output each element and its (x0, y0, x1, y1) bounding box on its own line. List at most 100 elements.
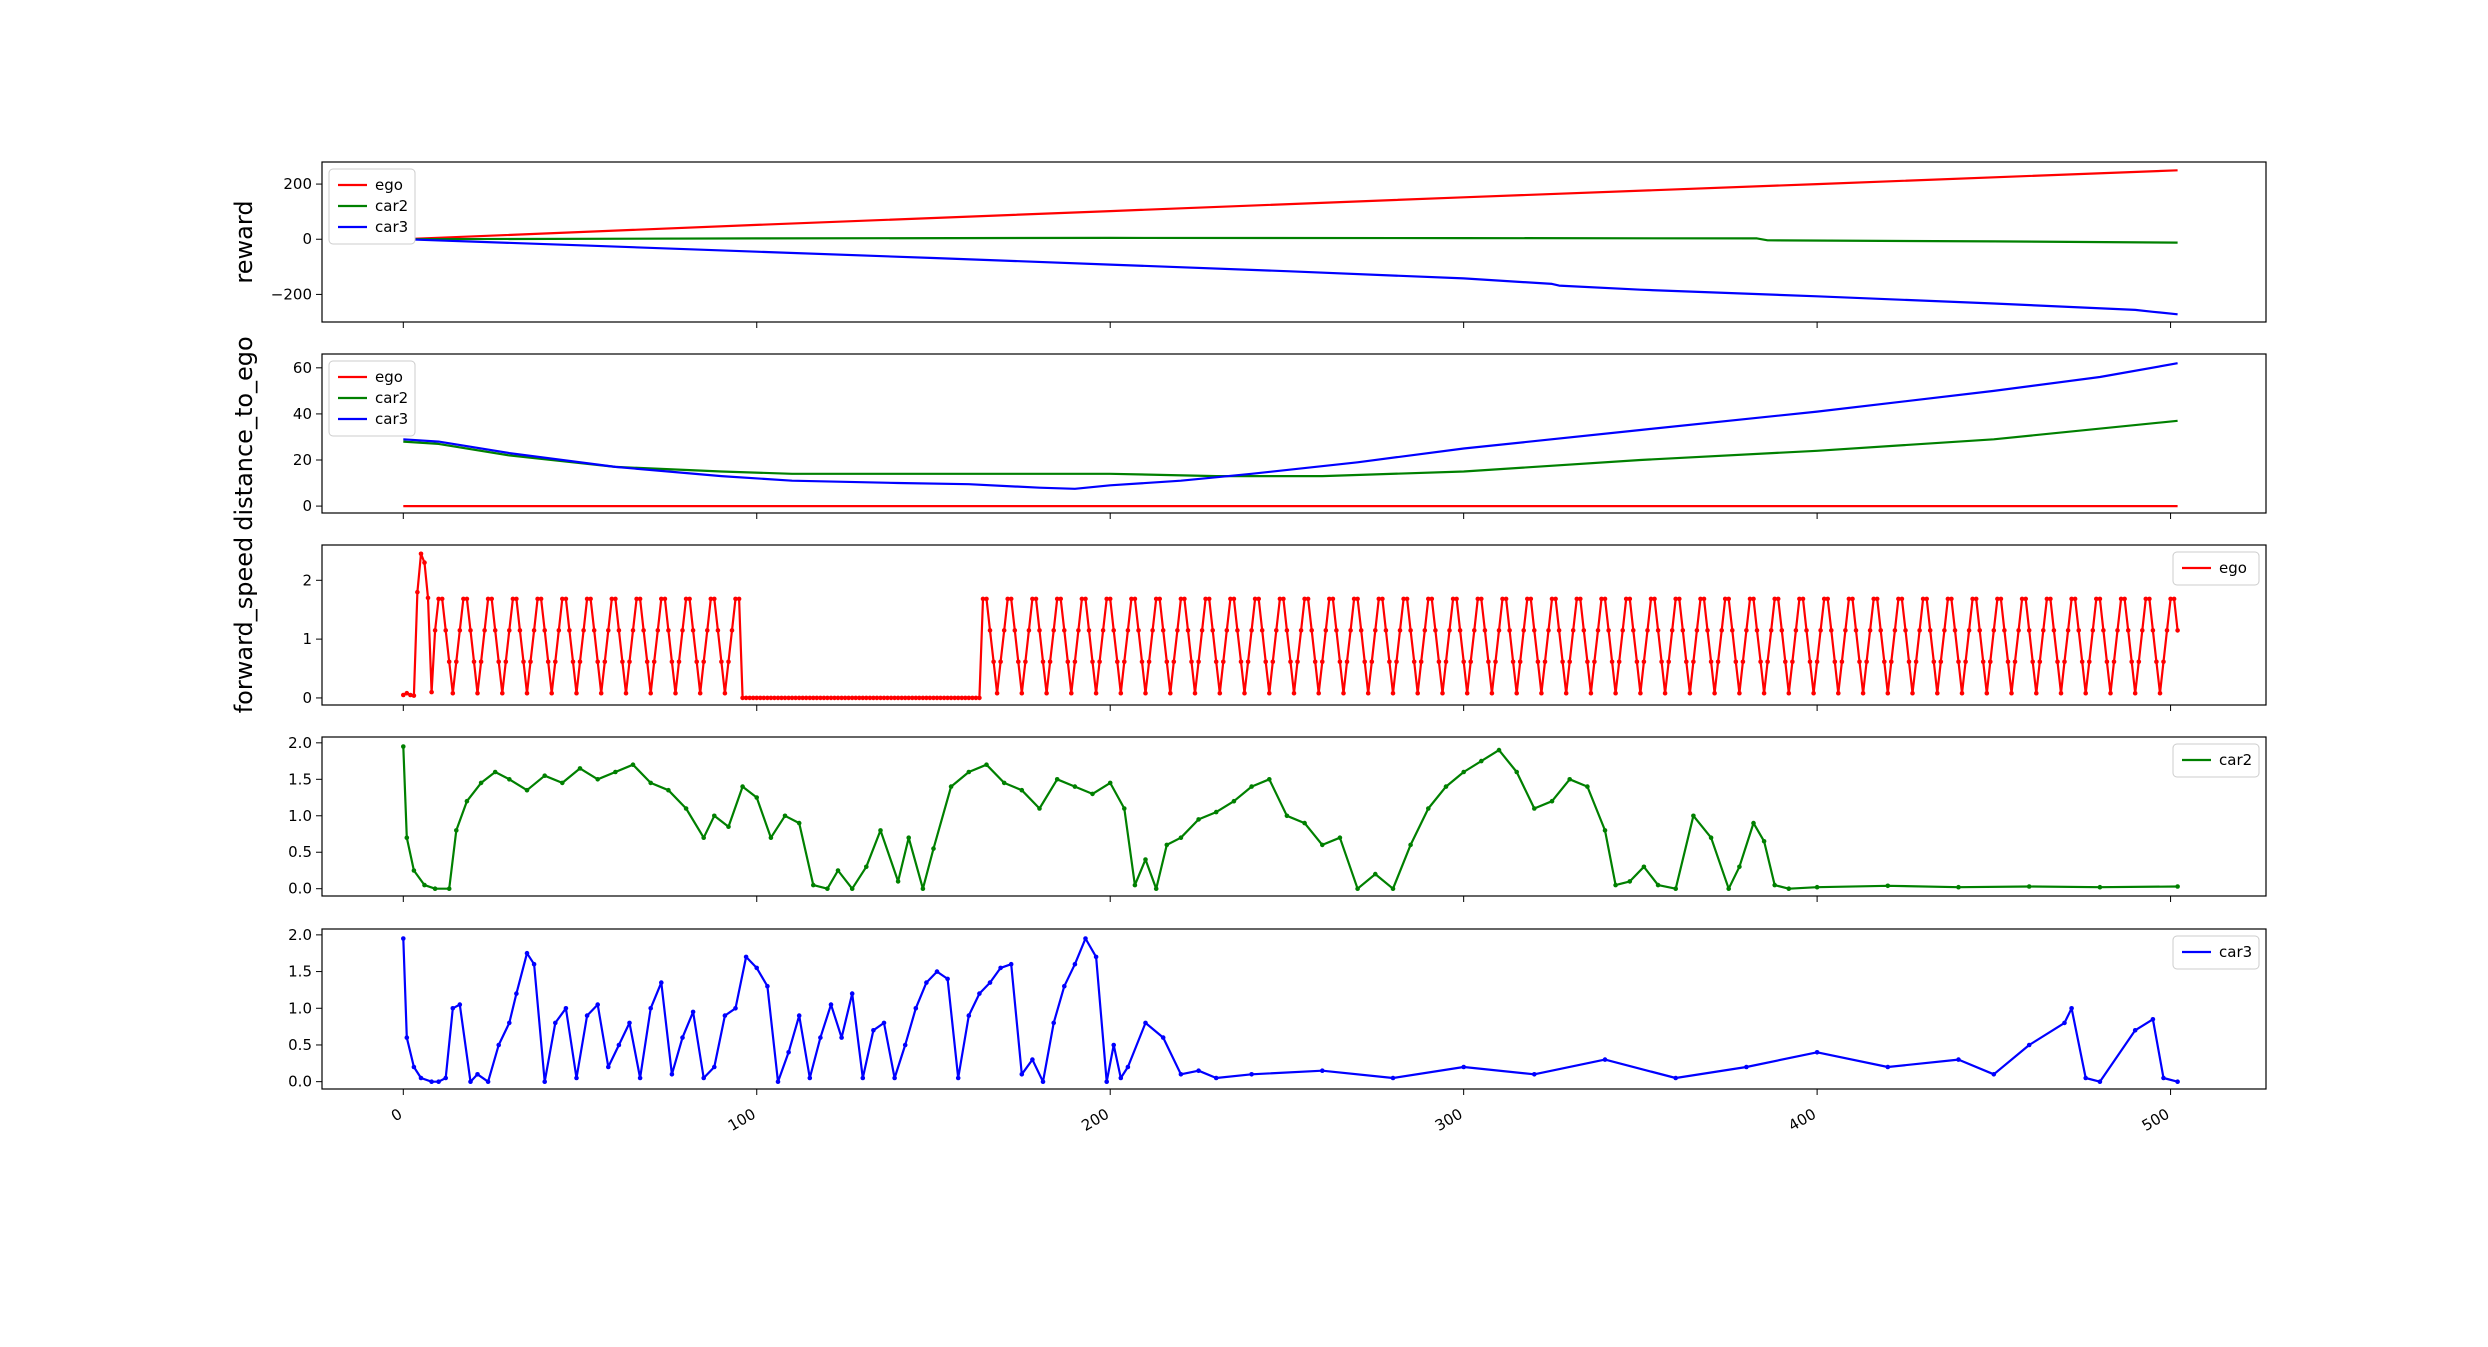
data-point-ego (1712, 690, 1717, 696)
data-point-ego (2161, 659, 2166, 665)
data-point-ego (1341, 690, 1346, 696)
data-point-ego (1146, 659, 1152, 665)
data-point-ego (1284, 628, 1290, 633)
x-tick-label: 0 (388, 1105, 405, 1125)
data-point-ego (620, 659, 625, 665)
data-point-ego (1680, 628, 1686, 633)
data-point-car2 (740, 784, 745, 789)
data-point-ego (1436, 659, 1442, 665)
data-point-car3 (669, 1072, 675, 1077)
data-point-ego (1578, 596, 1583, 602)
data-point-ego (1662, 690, 1668, 696)
data-point-car2 (1761, 839, 1767, 844)
data-point-car2 (1956, 884, 1961, 890)
x-tick-label: 500 (2139, 1105, 2173, 1135)
data-point-ego (902, 695, 908, 701)
y-tick-label: 0.5 (288, 843, 312, 861)
data-point-ego (545, 659, 551, 665)
data-point-ego (1899, 596, 1905, 602)
data-point-ego (1450, 596, 1456, 602)
data-point-ego (1175, 628, 1180, 633)
data-point-ego (521, 659, 526, 665)
data-point-ego (980, 596, 986, 602)
data-point-car3 (754, 965, 759, 971)
data-point-ego (429, 689, 434, 695)
data-point-car3 (1072, 961, 1078, 967)
data-point-ego (2175, 628, 2180, 633)
data-point-car3 (1104, 1079, 1109, 1084)
data-point-ego (411, 693, 417, 698)
data-point-car2 (648, 780, 653, 786)
data-point-ego (1521, 628, 1526, 633)
data-point-ego (1330, 596, 1336, 602)
data-point-ego (1733, 659, 1739, 665)
data-point-ego (588, 596, 593, 602)
data-point-ego (507, 628, 512, 633)
data-point-ego (489, 596, 495, 602)
data-point-ego (1949, 596, 1954, 602)
data-point-ego (510, 596, 516, 602)
data-point-ego (715, 628, 721, 633)
data-point-ego (885, 695, 890, 701)
y-tick-label: 2.0 (288, 734, 312, 752)
data-point-ego (708, 596, 714, 602)
data-point-ego (1320, 659, 1325, 665)
data-point-ego (1737, 690, 1742, 696)
data-point-ego (1793, 628, 1799, 633)
data-point-ego (1952, 628, 1958, 633)
data-point-ego (1443, 659, 1449, 665)
data-point-ego (1302, 596, 1307, 602)
data-point-ego (1839, 659, 1845, 665)
data-point-car2 (613, 769, 618, 775)
data-point-ego (1422, 628, 1428, 633)
data-point-car2 (1479, 758, 1484, 764)
data-point-ego (1758, 659, 1763, 665)
data-point-ego (2150, 628, 2156, 633)
data-point-ego (1535, 659, 1541, 665)
data-point-ego (860, 695, 866, 701)
data-point-ego (1995, 596, 2000, 602)
data-point-ego (1602, 596, 1608, 602)
data-point-ego (811, 695, 816, 701)
data-point-ego (1019, 690, 1025, 696)
data-point-car2 (507, 777, 512, 782)
data-point-ego (1472, 628, 1477, 633)
data-point-ego (1599, 596, 1604, 602)
data-point-ego (849, 695, 855, 701)
data-point-car3 (1885, 1064, 1891, 1070)
data-point-ego (1991, 628, 1997, 633)
data-point-ego (1691, 659, 1696, 665)
series-line-car2 (402, 746, 2178, 890)
y-tick-label: 2.0 (288, 926, 312, 944)
data-point-ego (422, 560, 427, 565)
data-point-ego (1783, 659, 1788, 665)
data-point-ego (1966, 628, 1972, 633)
data-point-car3 (722, 1013, 728, 1018)
data-point-ego (1945, 596, 1951, 602)
data-point-ego (1503, 596, 1509, 602)
data-point-ego (503, 659, 509, 665)
data-point-ego (1468, 659, 1473, 665)
data-point-ego (1033, 596, 1039, 602)
data-point-car2 (1249, 784, 1254, 789)
data-point-ego (496, 659, 502, 665)
data-point-car3 (2026, 1042, 2032, 1048)
data-point-ego (1648, 596, 1654, 602)
data-point-car3 (1673, 1075, 1678, 1081)
y-tick-label: 1.0 (288, 807, 312, 825)
data-point-ego (1054, 596, 1060, 602)
data-point-ego (1549, 596, 1555, 602)
data-point-ego (1850, 596, 1855, 602)
data-point-ego (1139, 659, 1145, 665)
data-point-ego (2058, 690, 2064, 696)
data-point-ego (2030, 659, 2035, 665)
data-point-car2 (1054, 777, 1060, 782)
data-point-ego (404, 690, 410, 696)
data-point-ego (1383, 628, 1389, 633)
data-point-ego (1107, 596, 1113, 602)
data-point-car3 (828, 1002, 834, 1007)
data-point-ego (1433, 628, 1438, 633)
data-point-ego (1376, 596, 1382, 602)
data-point-ego (2055, 659, 2060, 665)
data-point-car2 (726, 824, 731, 829)
